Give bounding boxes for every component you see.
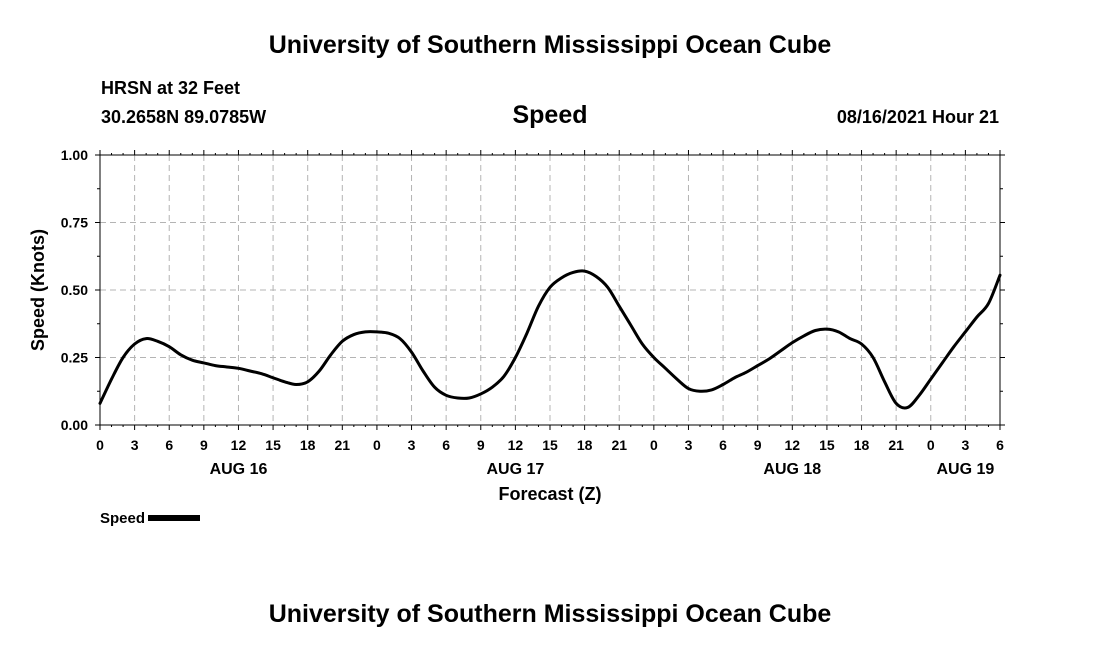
day-label: AUG 17 (486, 461, 544, 478)
x-tick-label: 9 (477, 437, 485, 453)
grid-lines (100, 155, 1000, 425)
x-tick-label: 6 (996, 437, 1004, 453)
y-axis-title: Speed (Knots) (28, 229, 48, 351)
x-tick-label: 18 (300, 437, 316, 453)
day-label: AUG 16 (210, 461, 268, 478)
x-axis-title: Forecast (Z) (498, 484, 601, 504)
x-tick-label: 0 (96, 437, 104, 453)
x-tick-label: 3 (685, 437, 693, 453)
x-tick-label: 0 (373, 437, 381, 453)
speed-series-line (98, 269, 1002, 410)
day-label: AUG 18 (763, 461, 821, 478)
x-tick-label: 12 (231, 437, 247, 453)
x-tick-label: 15 (542, 437, 558, 453)
x-tick-label: 0 (927, 437, 935, 453)
y-tick-label: 0.00 (61, 417, 88, 433)
x-tick-label: 3 (961, 437, 969, 453)
y-tick-label: 0.75 (61, 215, 88, 231)
x-tick-label: 18 (577, 437, 593, 453)
y-tick-label: 0.50 (61, 282, 88, 298)
legend-line-swatch (148, 515, 201, 522)
plot-frame (99, 154, 1001, 426)
footer-title: University of Southern Mississippi Ocean… (268, 600, 832, 628)
x-tick-label: 21 (888, 437, 904, 453)
y-tick-label: 1.00 (61, 147, 88, 163)
x-tick-label: 6 (442, 437, 450, 453)
x-tick-label: 9 (754, 437, 762, 453)
x-tick-label: 15 (265, 437, 281, 453)
x-tick-label: 18 (854, 437, 870, 453)
legend: Speed (100, 510, 201, 527)
x-tick-label: 21 (335, 437, 351, 453)
x-tick-label: 12 (508, 437, 524, 453)
x-tick-label: 6 (165, 437, 173, 453)
chart-title: Speed (512, 101, 588, 129)
x-tick-label: 12 (785, 437, 801, 453)
legend-label: Speed (100, 510, 146, 527)
x-tick-label: 3 (131, 437, 139, 453)
coordinates-label: 30.2658N 89.0785W (101, 107, 267, 127)
day-label: AUG 19 (936, 461, 994, 478)
x-tick-label: 15 (819, 437, 835, 453)
y-tick-label: 0.25 (61, 350, 88, 366)
station-label: HRSN at 32 Feet (101, 78, 241, 98)
axis-labels: 0 3 6 9 12 15 18 21 0 3 6 9 12 15 18 21 0 3 6 9 12 15 18 21 0 3 6 0… (61, 147, 1004, 478)
x-tick-label: 6 (719, 437, 727, 453)
x-tick-label: 3 (408, 437, 416, 453)
x-tick-label: 21 (611, 437, 627, 453)
timestamp-label: 08/16/2021 Hour 21 (836, 107, 999, 127)
x-tick-label: 9 (200, 437, 208, 453)
page-title: University of Southern Mississippi Ocean… (268, 31, 832, 59)
x-tick-label: 0 (650, 437, 658, 453)
